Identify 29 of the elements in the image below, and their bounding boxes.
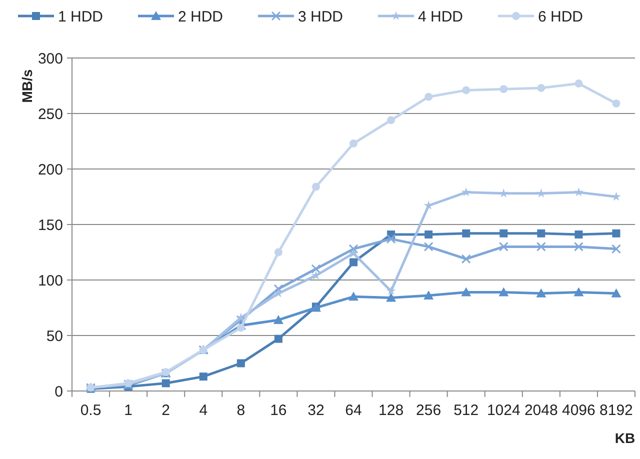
x-tick-label: 4: [199, 402, 208, 419]
legend-label: 3 HDD: [298, 8, 344, 26]
legend-label: 4 HDD: [418, 8, 464, 26]
x-tick-label: 8: [236, 402, 246, 419]
y-tick-label: 50: [46, 328, 63, 345]
y-tick-label: 150: [38, 216, 63, 234]
y-axis-title: MB/s: [18, 69, 35, 103]
x-tick-label: 0.5: [80, 402, 102, 419]
x-tick-label: 2048: [524, 402, 558, 419]
x-tick-label: 32: [308, 402, 324, 419]
x-tick-label: 4096: [562, 402, 596, 419]
x-axis-title: KB: [614, 430, 636, 446]
x-tick-label: 256: [416, 402, 442, 419]
legend-label: 2 HDD: [178, 8, 224, 26]
x-tick-label: 512: [454, 402, 479, 419]
x-tick-label: 64: [345, 402, 362, 419]
y-tick-label: 0: [54, 383, 63, 400]
y-tick-label: 200: [38, 161, 63, 178]
y-tick-label: 100: [38, 272, 63, 290]
legend-label: 6 HDD: [538, 8, 584, 26]
x-tick-label: 1024: [486, 402, 520, 419]
y-tick-label: 300: [38, 50, 63, 68]
y-tick-label: 250: [38, 106, 63, 123]
legend-label: 1 HDD: [58, 8, 104, 26]
x-tick-label: 2: [162, 402, 170, 419]
x-tick-label: 8192: [600, 402, 633, 419]
x-tick-label: 1: [124, 402, 132, 419]
x-tick-label: 128: [378, 402, 404, 419]
x-tick-label: 16: [270, 402, 287, 419]
